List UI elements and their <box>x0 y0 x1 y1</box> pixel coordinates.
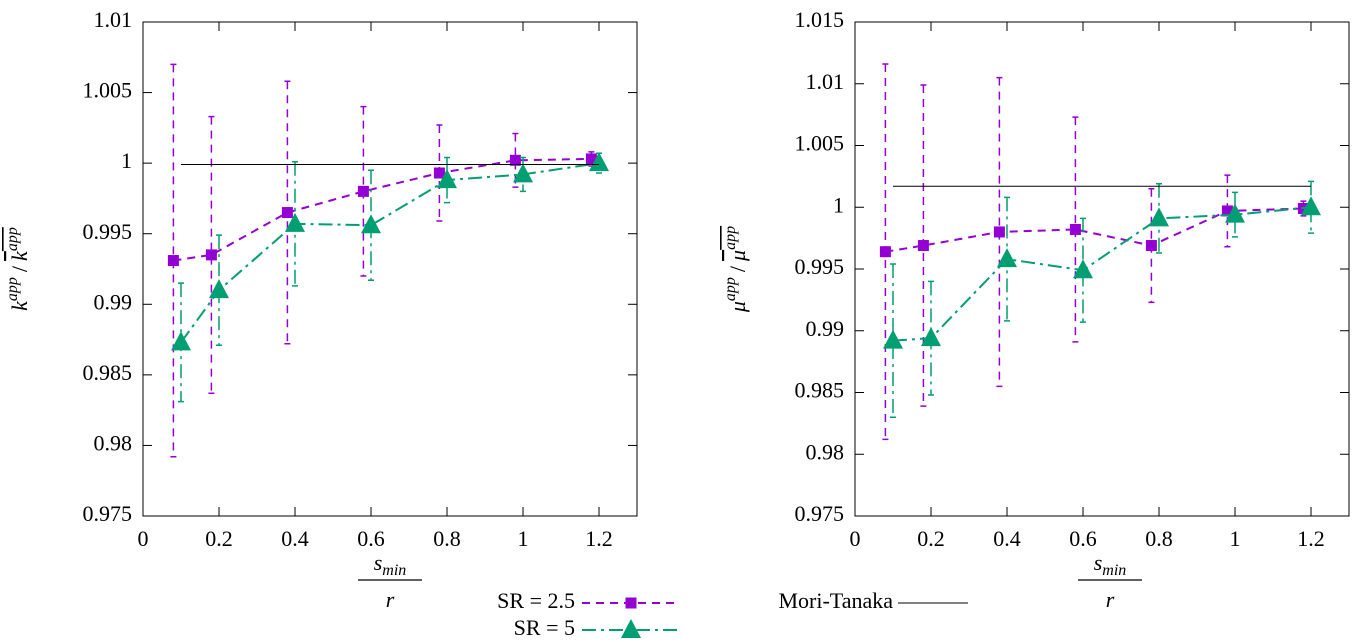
marker <box>1149 207 1169 227</box>
marker <box>205 249 217 261</box>
x-tick-label: 0.6 <box>1069 526 1097 551</box>
marker <box>1145 240 1157 252</box>
y-tick-label: 0.985 <box>795 378 845 403</box>
x-axis-label-denominator: r <box>1106 587 1115 612</box>
x-tick-label: 0.8 <box>1145 526 1173 551</box>
marker <box>589 152 609 172</box>
x-tick-label: 0.4 <box>993 526 1021 551</box>
marker <box>1225 203 1245 223</box>
marker <box>997 248 1017 268</box>
legend-marker <box>621 619 641 638</box>
marker <box>993 226 1005 238</box>
x-axis-label: smin <box>1094 550 1127 579</box>
marker <box>883 329 903 349</box>
error-bar <box>1080 217 1086 323</box>
y-label-symbol: k <box>7 250 32 261</box>
marker <box>361 214 381 234</box>
x-tick-label: 1 <box>518 526 529 551</box>
x-tick-label: 0.4 <box>281 526 309 551</box>
y-tick-label: 1 <box>121 148 132 173</box>
y-label-symbol: k <box>7 300 32 311</box>
y-tick-label: 0.98 <box>806 439 845 464</box>
marker <box>1069 223 1081 235</box>
error-bar <box>890 263 896 418</box>
legend-label: Mori-Tanaka <box>778 588 893 613</box>
x-axis-label-subscript: min <box>1102 562 1126 579</box>
x-axis-label-denominator: r <box>386 587 395 612</box>
y-tick-label: 0.985 <box>83 360 133 385</box>
x-axis-label-symbol: s <box>374 550 383 575</box>
y-tick-label: 0.98 <box>94 430 133 455</box>
y-label-superscript: app <box>4 277 21 301</box>
x-tick-label: 0.2 <box>205 526 233 551</box>
y-tick-label: 1.005 <box>795 131 845 156</box>
x-tick-label: 1.2 <box>585 526 613 551</box>
legend-marker <box>625 597 637 609</box>
y-tick-label: 1.01 <box>94 7 133 32</box>
y-label-superscript: app <box>722 277 739 301</box>
marker <box>433 167 445 179</box>
y-tick-label: 1.015 <box>795 7 845 32</box>
y-tick-label: 1.01 <box>806 69 845 94</box>
x-tick-label: 0.8 <box>433 526 461 551</box>
error-bar <box>208 115 215 394</box>
x-tick-label: 1.2 <box>1297 526 1325 551</box>
marker <box>1221 205 1233 217</box>
marker <box>281 207 293 219</box>
marker <box>879 246 891 258</box>
x-axis-label-symbol: s <box>1094 550 1103 575</box>
y-tick-label: 0.99 <box>806 316 845 341</box>
error-bar <box>520 156 526 193</box>
y-label-superscript: app <box>722 226 739 250</box>
series-line <box>180 162 600 343</box>
x-tick-label: 0.6 <box>357 526 385 551</box>
marker <box>509 154 521 166</box>
marker <box>585 153 597 165</box>
plot-frame <box>854 21 1350 517</box>
marker <box>513 163 533 183</box>
y-tick-label: 0.99 <box>94 289 133 314</box>
y-label-slash: / <box>725 265 750 272</box>
y-label-slash: / <box>7 265 32 272</box>
x-tick-label: 0 <box>850 526 861 551</box>
marker <box>209 279 229 299</box>
y-label-symbol: μ <box>725 301 750 313</box>
x-tick-label: 0 <box>138 526 149 551</box>
marker <box>357 185 369 197</box>
marker <box>437 169 457 189</box>
x-tick-label: 0.2 <box>917 526 945 551</box>
y-axis-label: kapp/kapp <box>4 227 32 311</box>
error-bar <box>1308 180 1314 234</box>
marker <box>1301 196 1321 216</box>
y-tick-label: 1.005 <box>83 78 133 103</box>
y-label-symbol: μ <box>725 250 750 262</box>
series-line <box>892 206 1312 342</box>
y-tick-label: 0.975 <box>83 501 133 526</box>
x-tick-label: 1 <box>1230 526 1241 551</box>
y-tick-label: 0.995 <box>795 254 845 279</box>
y-tick-label: 0.975 <box>795 501 845 526</box>
marker <box>921 327 941 347</box>
marker <box>285 212 305 232</box>
plot-frame <box>142 21 638 517</box>
y-label-superscript: app <box>4 227 21 251</box>
y-axis-label-text: μapp/μapp <box>722 226 750 313</box>
x-axis-label-subscript: min <box>382 562 406 579</box>
y-axis-label-text: kapp/kapp <box>4 227 32 311</box>
marker <box>917 240 929 252</box>
legend-label: SR = 5 <box>514 615 575 640</box>
y-tick-label: 0.995 <box>83 219 133 244</box>
y-axis-label: μapp/μapp <box>722 226 750 313</box>
marker <box>167 255 179 267</box>
y-tick-label: 1 <box>833 192 844 217</box>
legend-label: SR = 2.5 <box>497 588 575 613</box>
marker <box>171 331 191 351</box>
x-axis-label: smin <box>374 550 407 579</box>
error-bar <box>1232 191 1238 238</box>
marker <box>1073 259 1093 279</box>
